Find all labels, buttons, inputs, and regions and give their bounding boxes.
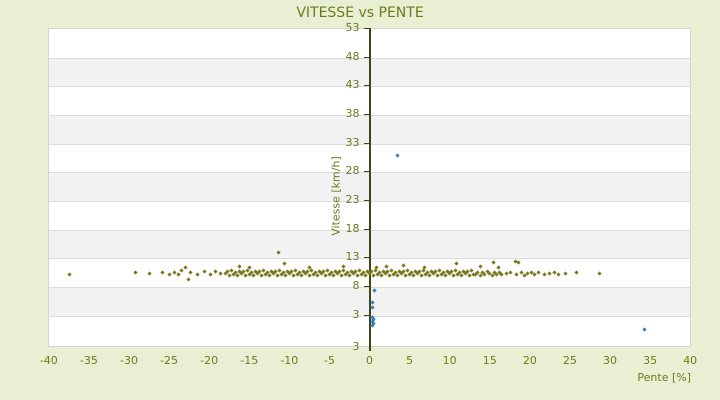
- gridline: [49, 115, 690, 117]
- x-tick-label: -10: [280, 354, 299, 367]
- x-tick-label: 35: [643, 354, 658, 367]
- x-axis-title: Pente [%]: [637, 371, 691, 384]
- x-tick-label: -30: [119, 354, 138, 367]
- x-tick-label: 15: [482, 354, 497, 367]
- x-tick-label: 20: [522, 354, 537, 367]
- plot-band: [49, 201, 690, 230]
- plot-band: [49, 29, 690, 58]
- gridline: [49, 201, 690, 203]
- x-tick-label: 30: [603, 354, 618, 367]
- x-tick-label: -20: [200, 354, 219, 367]
- gridline: [49, 172, 690, 174]
- y-axis-title: Vitesse [km/h]: [329, 156, 343, 236]
- plot-band: [49, 143, 690, 173]
- gridline: [49, 143, 690, 145]
- gridline: [49, 287, 690, 289]
- x-tick-label: -25: [160, 354, 179, 367]
- plot-band: [49, 57, 690, 87]
- gridline: [49, 315, 690, 317]
- gridline: [49, 258, 690, 260]
- x-tick-label: 5: [406, 354, 414, 367]
- x-tick-label: 10: [442, 354, 457, 367]
- x-tick-label: 25: [562, 354, 577, 367]
- x-tick-label: 40: [683, 354, 698, 367]
- gridline: [49, 229, 690, 231]
- x-tick-label: -40: [39, 354, 58, 367]
- plot-band: [49, 315, 690, 346]
- plot-band: [49, 172, 690, 202]
- gridline: [49, 86, 690, 88]
- plot-band: [49, 287, 690, 316]
- chart-title: VITESSE vs PENTE: [296, 5, 424, 21]
- plot-band: [49, 86, 690, 116]
- plot-area: [48, 28, 691, 347]
- plot-band: [49, 258, 690, 288]
- x-tick-label: -5: [323, 354, 335, 367]
- plot-band: [49, 115, 690, 144]
- x-tick-label: -15: [240, 354, 259, 367]
- gridline: [49, 57, 690, 59]
- plot-band: [49, 229, 690, 259]
- x-tick-label: 0: [366, 354, 373, 367]
- x-tick-label: -35: [79, 354, 98, 367]
